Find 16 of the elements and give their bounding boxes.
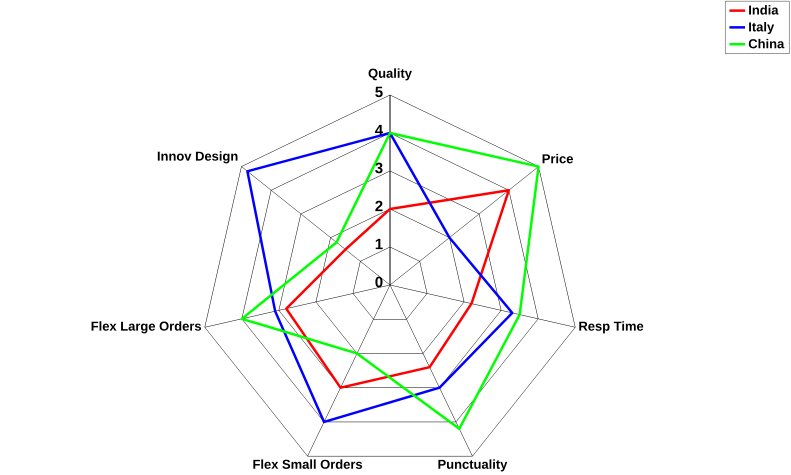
y-tick-label: 4 — [375, 124, 384, 136]
spoke-label: Flex Small Orders — [253, 459, 362, 469]
y-tick-label: 0 — [375, 276, 382, 288]
spoke-label: Punctuality — [438, 459, 508, 472]
y-tick-label: 1 — [376, 238, 383, 250]
spoke-label: Innov Design — [158, 151, 238, 164]
spoke-label: Price — [542, 154, 573, 164]
y-tick-label: 2 — [375, 200, 383, 212]
legend-label: India — [749, 5, 779, 15]
y-tick-label: 3 — [375, 162, 383, 174]
legend-label: Italy — [749, 22, 774, 34]
legend-label: China — [748, 38, 784, 48]
spoke-label: Quality — [368, 68, 412, 80]
spoke-label: Flex Large Orders — [92, 321, 202, 334]
y-tick-label: 5 — [375, 86, 383, 98]
spoke-label: Resp Time — [579, 321, 644, 334]
